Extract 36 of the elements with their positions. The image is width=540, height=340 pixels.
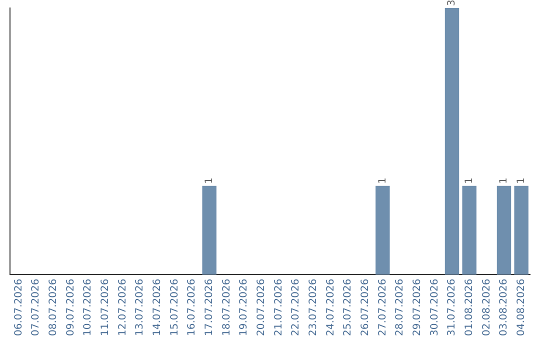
x-tick-label: 24.07.2026 (325, 278, 336, 336)
x-tick-label: 15.07.2026 (169, 278, 180, 336)
x-tick-label: 16.07.2026 (186, 278, 198, 336)
x-tick-label: 10.07.2026 (82, 278, 94, 336)
x-tick-label: 04.08.2026 (516, 278, 527, 336)
x-tick-label: 27.07.2026 (377, 278, 388, 336)
data-label: 1 (516, 177, 527, 184)
x-tick-label: 25.07.2026 (342, 278, 354, 336)
x-tick-label: 23.07.2026 (308, 278, 319, 336)
data-label: 1 (377, 177, 388, 184)
x-tick-label: 20.07.2026 (256, 278, 267, 336)
data-label: 1 (498, 177, 510, 184)
x-tick-label: 18.07.2026 (221, 278, 232, 336)
x-tick-label: 12.07.2026 (117, 278, 128, 336)
x-tick-label: 30.07.2026 (429, 278, 440, 336)
x-tick-label: 11.07.2026 (100, 278, 111, 336)
x-tick-label: 07.07.2026 (30, 278, 42, 336)
x-tick-label: 17.07.2026 (204, 278, 215, 336)
x-tick-label: 31.07.2026 (446, 278, 458, 336)
x-tick-label: 06.07.2026 (13, 278, 24, 336)
x-tick-label: 28.07.2026 (394, 278, 406, 336)
data-label: 1 (204, 177, 215, 184)
x-tick-label: 08.07.2026 (48, 278, 59, 336)
data-label: 1 (464, 177, 475, 184)
x-tick-label: 29.07.2026 (412, 278, 423, 336)
x-tick-label: 01.08.2026 (464, 278, 475, 336)
x-tick-label: 14.07.2026 (152, 278, 163, 336)
data-label: 3 (446, 0, 458, 6)
x-tick-label: 03.08.2026 (498, 278, 510, 336)
x-tick-label: 26.07.2026 (360, 278, 371, 336)
x-tick-label: 19.07.2026 (238, 278, 250, 336)
x-tick-label: 13.07.2026 (134, 278, 146, 336)
x-tick-label: 21.07.2026 (273, 278, 284, 336)
x-tick-label: 02.08.2026 (481, 278, 492, 336)
x-tick-label: 09.07.2026 (65, 278, 76, 336)
x-tick-label: 22.07.2026 (290, 278, 302, 336)
